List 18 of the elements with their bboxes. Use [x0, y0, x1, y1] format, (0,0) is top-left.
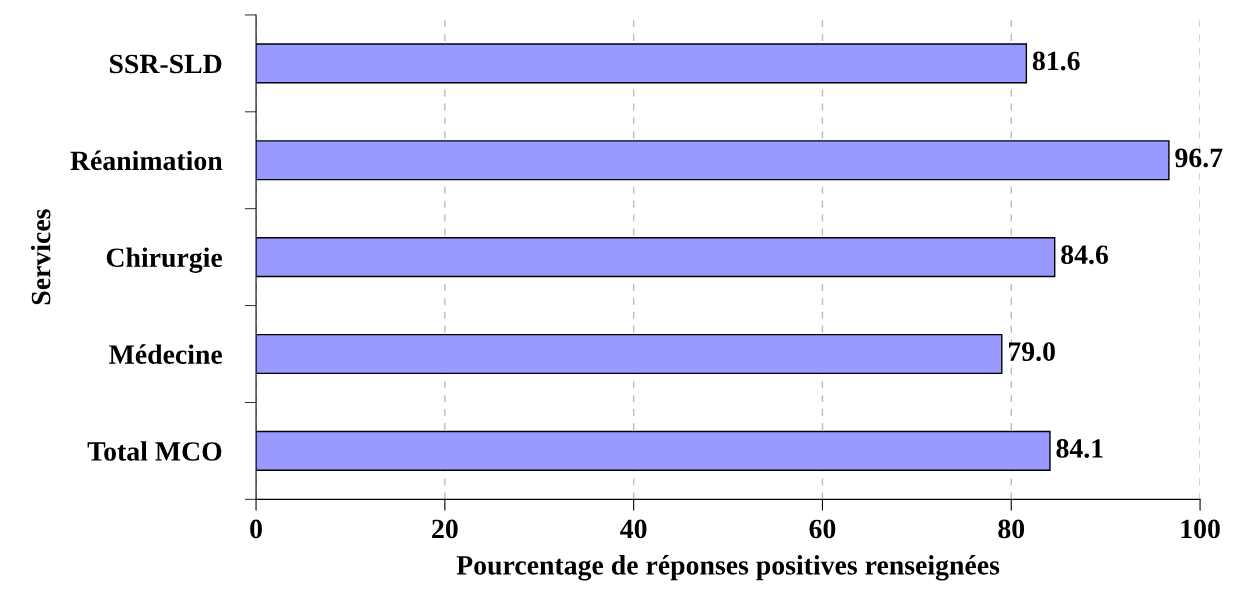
x-tick-label: 0: [250, 519, 262, 539]
y-tick-label: SSR-SLD: [109, 54, 222, 74]
y-tick-label: Médecine: [109, 344, 222, 364]
x-tick-label: 80: [998, 519, 1025, 539]
x-tick-label: 100: [1181, 519, 1220, 539]
x-tick-label: 20: [432, 519, 458, 539]
y-tick-label: Réanimation: [70, 150, 223, 171]
data-label: 81.6: [1032, 51, 1080, 71]
data-label: 79.0: [1008, 342, 1055, 362]
x-tick-label: 40: [620, 519, 647, 539]
data-label: 96.7: [1175, 148, 1223, 168]
y-tick-label: Total MCO: [87, 441, 222, 461]
data-label: 84.1: [1056, 439, 1103, 458]
y-tick-label: Chirurgie: [106, 247, 222, 273]
x-axis-title: Pourcentage de réponses positives renseignées: [456, 555, 1000, 581]
data-label: 84.6: [1061, 245, 1109, 265]
x-tick-label: 60: [809, 519, 836, 539]
y-axis-title: Services: [30, 209, 51, 305]
